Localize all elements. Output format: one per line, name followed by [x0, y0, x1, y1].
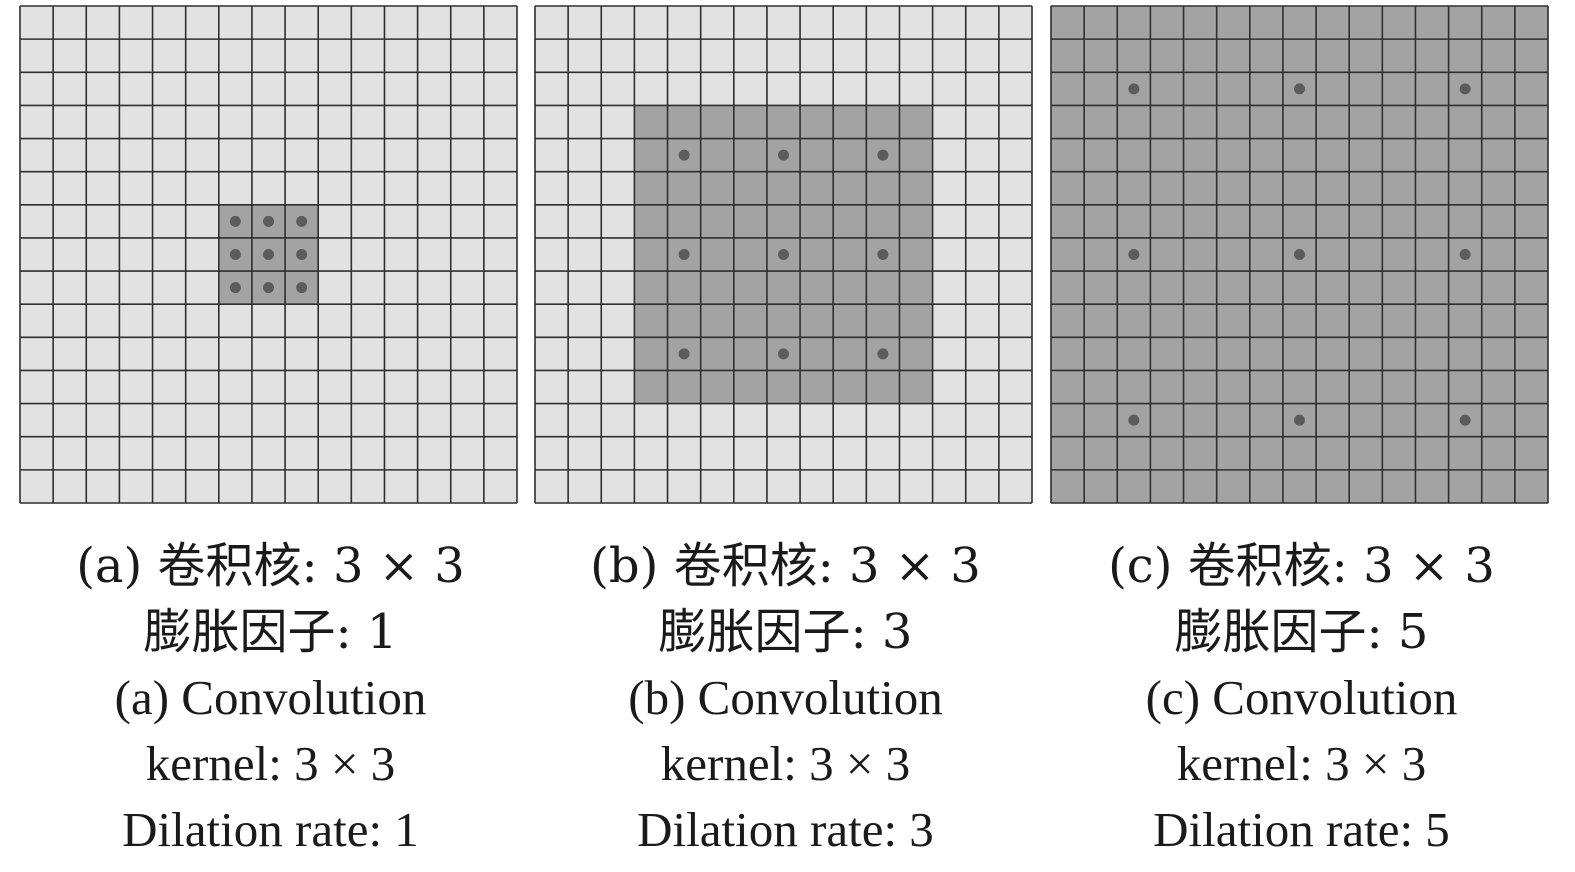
kernel-tap-dot	[229, 249, 241, 260]
kernel-tap-dot	[877, 249, 889, 260]
panel-b: (b) 卷积核: 3 × 3 膨胀因子: 3 (b) Convolution k…	[533, 0, 1038, 872]
grid-b	[534, 5, 1033, 504]
caption-en-b-line3: Dilation rate: 3	[637, 802, 934, 857]
kernel-tap-dot	[1128, 249, 1140, 260]
caption-en-c-line3: Dilation rate: 5	[1153, 802, 1450, 857]
caption-en-c-line1: (c) Convolution	[1145, 670, 1458, 725]
grid-c	[1050, 5, 1549, 504]
kernel-tap-dot	[1459, 249, 1471, 260]
caption-en-a-line2: kernel: 3 × 3	[145, 736, 396, 791]
kernel-tap-dot	[229, 215, 241, 227]
kernel-tap-dot	[1459, 414, 1471, 426]
caption-en-b: (b) Convolution kernel: 3 × 3 Dilation r…	[533, 665, 1038, 863]
kernel-tap-dot	[1128, 414, 1140, 426]
kernel-tap-dot	[1294, 83, 1305, 95]
kernel-tap-dot	[678, 249, 690, 260]
kernel-tap-dot	[678, 149, 690, 161]
kernel-tap-dot	[263, 249, 274, 260]
caption-zh-c-line2: 膨胀因子: 5	[1174, 604, 1429, 660]
caption-zh-a: (a) 卷积核: 3 × 3 膨胀因子: 1	[18, 533, 523, 665]
kernel-tap-dot	[877, 149, 889, 161]
caption-zh-b: (b) 卷积核: 3 × 3 膨胀因子: 3	[533, 533, 1038, 665]
caption-en-c: (c) Convolution kernel: 3 × 3 Dilation r…	[1049, 665, 1554, 863]
kernel-tap-dot	[1459, 83, 1471, 95]
kernel-tap-dot	[1294, 414, 1305, 426]
kernel-tap-dot	[877, 348, 889, 360]
kernel-tap-dot	[296, 215, 308, 227]
caption-en-a-line3: Dilation rate: 1	[122, 802, 419, 857]
kernel-tap-dot	[229, 282, 241, 294]
kernel-tap-dot	[1128, 83, 1140, 95]
caption-en-a: (a) Convolution kernel: 3 × 3 Dilation r…	[18, 665, 523, 863]
kernel-tap-dot	[778, 149, 789, 161]
caption-zh-b-line1: (b) 卷积核: 3 × 3	[590, 538, 981, 594]
caption-en-b-line2: kernel: 3 × 3	[660, 736, 911, 791]
kernel-tap-dot	[1294, 249, 1305, 260]
grid-a	[19, 5, 518, 504]
caption-zh-a-line2: 膨胀因子: 1	[143, 604, 398, 660]
panel-a: (a) 卷积核: 3 × 3 膨胀因子: 1 (a) Convolution k…	[18, 0, 523, 872]
caption-zh-c: (c) 卷积核: 3 × 3 膨胀因子: 5	[1049, 533, 1554, 665]
kernel-tap-dot	[263, 282, 274, 294]
kernel-tap-dot	[296, 249, 308, 260]
caption-en-a-line1: (a) Convolution	[114, 670, 427, 725]
caption-en-c-line2: kernel: 3 × 3	[1176, 736, 1427, 791]
caption-zh-b-line2: 膨胀因子: 3	[658, 604, 913, 660]
caption-en-b-line1: (b) Convolution	[628, 670, 943, 725]
panel-c: (c) 卷积核: 3 × 3 膨胀因子: 5 (c) Convolution k…	[1049, 0, 1554, 872]
kernel-tap-dot	[778, 348, 789, 360]
kernel-tap-dot	[263, 215, 274, 227]
kernel-tap-dot	[778, 249, 789, 260]
kernel-tap-dot	[678, 348, 690, 360]
caption-zh-c-line1: (c) 卷积核: 3 × 3	[1108, 538, 1495, 594]
caption-zh-a-line1: (a) 卷积核: 3 × 3	[76, 538, 465, 594]
kernel-tap-dot	[296, 282, 308, 294]
